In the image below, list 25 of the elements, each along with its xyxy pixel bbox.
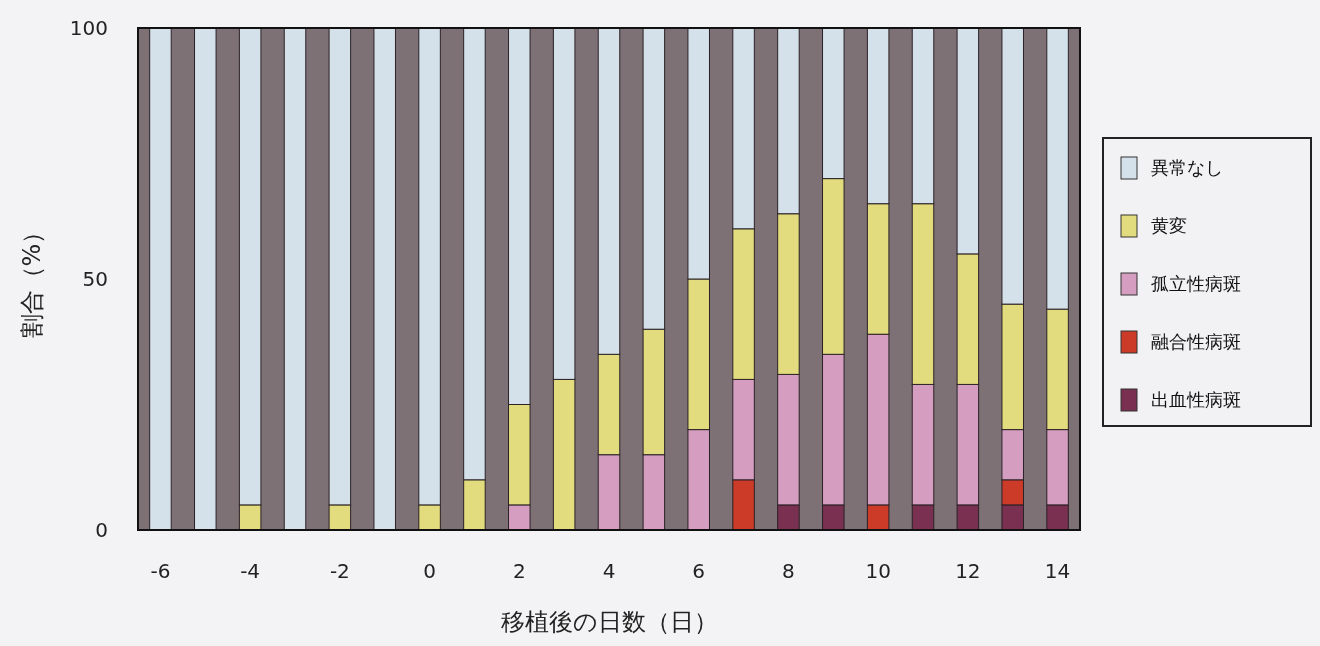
- legend-label: 融合性病斑: [1151, 331, 1241, 353]
- legend-label: 孤立性病斑: [1151, 273, 1241, 295]
- x-tick-label: 14: [1044, 559, 1071, 583]
- bar: [194, 27, 217, 531]
- x-tick-label: -4: [240, 559, 261, 583]
- y-tick-label: 100: [69, 16, 108, 40]
- x-tick-label: 10: [865, 559, 891, 583]
- x-tick-label: 8: [782, 559, 795, 583]
- x-tick-label: 2: [512, 559, 526, 583]
- x-tick-label: -2: [329, 559, 350, 583]
- legend-label: 黄変: [1151, 215, 1187, 237]
- bar: [149, 27, 172, 531]
- x-tick-label: 12: [955, 559, 981, 583]
- x-tick-label: 0: [423, 559, 436, 583]
- x-tick-label: 6: [692, 559, 706, 583]
- x-tick-label: 4: [602, 559, 616, 583]
- bar: [373, 27, 396, 531]
- y-tick-label: 50: [82, 267, 108, 291]
- legend-label: 出血性病斑: [1151, 389, 1241, 411]
- x-axis-title: 移植後の日数（日）: [500, 608, 718, 636]
- x-tick-label: -6: [150, 559, 171, 583]
- y-axis-title: 割合（%）: [18, 219, 46, 339]
- bar: [283, 27, 307, 531]
- legend-label: 異常なし: [1151, 157, 1223, 179]
- y-tick-label: 0: [95, 518, 108, 542]
